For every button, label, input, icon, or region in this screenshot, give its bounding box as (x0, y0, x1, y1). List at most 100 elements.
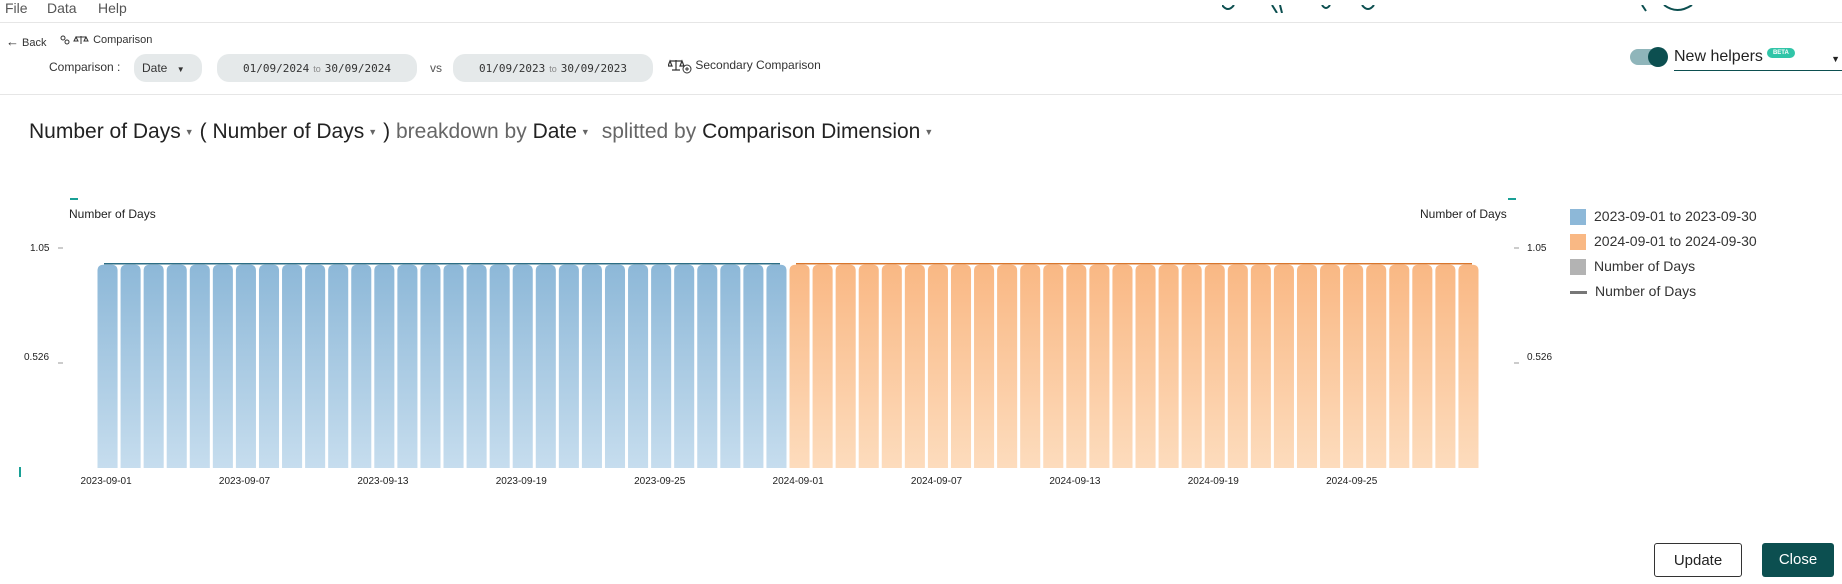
x-tick-label: 2024-09-19 (1187, 476, 1239, 487)
bar-series1-4[interactable] (166, 264, 187, 468)
bar-series2-20[interactable] (1227, 264, 1248, 468)
bar-series2-7[interactable] (927, 264, 948, 468)
bar-series1-5[interactable] (189, 264, 210, 468)
bar-series1-18[interactable] (489, 264, 510, 468)
bar-series1-9[interactable] (282, 264, 303, 468)
bar-series1-29[interactable] (743, 264, 764, 468)
scale-plus-icon (667, 59, 692, 74)
secondary-comparison-button[interactable]: Secondary Comparison (667, 58, 821, 74)
bar-series2-19[interactable] (1204, 264, 1225, 468)
bar-series2-9[interactable] (974, 264, 995, 468)
split-dimension-select[interactable]: Comparison Dimension (702, 120, 921, 143)
bar-series1-25[interactable] (651, 264, 672, 468)
bar-series1-3[interactable] (143, 264, 164, 468)
update-button[interactable]: Update (1654, 543, 1742, 577)
toggle-knob (1648, 47, 1668, 67)
bar-series2-4[interactable] (858, 264, 879, 468)
range1-start: 01/09/2024 (243, 62, 310, 75)
bar-series2-28[interactable] (1412, 264, 1433, 468)
comparison-dimension-value: Date (142, 61, 168, 75)
bar-series1-17[interactable] (466, 264, 487, 468)
bar-series2-14[interactable] (1089, 264, 1110, 468)
bar-series1-6[interactable] (212, 264, 233, 468)
left-axis-title: Number of Days (69, 207, 156, 221)
new-helpers-select[interactable]: New helpers BETA ▼ (1674, 48, 1842, 71)
bar-series1-7[interactable] (235, 264, 256, 468)
bar-series1-16[interactable] (443, 264, 464, 468)
bar-series1-8[interactable] (258, 264, 280, 468)
legend-item[interactable]: 2023-09-01 to 2023-09-30 (1570, 208, 1757, 226)
legend-item[interactable]: Number of Days (1570, 258, 1695, 276)
bar-series2-1[interactable] (789, 264, 810, 468)
bar-series2-16[interactable] (1135, 264, 1156, 468)
bar-series2-17[interactable] (1158, 264, 1179, 468)
bar-series2-25[interactable] (1343, 264, 1364, 468)
breakdown-dimension-select[interactable]: Date (532, 120, 577, 143)
bar-series1-22[interactable] (581, 264, 602, 468)
comparison-icon (60, 35, 89, 45)
bar-series2-13[interactable] (1066, 264, 1087, 468)
bar-series1-12[interactable] (351, 264, 372, 468)
bar-series1-24[interactable] (628, 264, 649, 468)
legend-label: Number of Days (1595, 283, 1697, 299)
info-icon (1361, 4, 1375, 10)
bar-series2-22[interactable] (1273, 264, 1294, 468)
bar-series2-15[interactable] (1112, 264, 1133, 468)
bar-series2-11[interactable] (1020, 264, 1041, 468)
bar-series1-10[interactable] (305, 264, 326, 468)
bar-series1-2[interactable] (120, 264, 141, 468)
back-button[interactable]: ← Back (6, 34, 46, 49)
bar-series1-19[interactable] (512, 264, 533, 468)
bar-series2-6[interactable] (904, 264, 925, 468)
bar-series2-5[interactable] (881, 264, 902, 468)
menu-help[interactable]: Help (98, 0, 127, 16)
comparison-dimension-select[interactable]: Date ▼ (134, 54, 202, 82)
new-helpers-toggle[interactable] (1630, 47, 1668, 67)
bar-series2-2[interactable] (812, 264, 833, 468)
bar-series2-10[interactable] (997, 264, 1018, 468)
date-range-primary[interactable]: 01/09/2024 to 30/09/2024 (217, 54, 417, 82)
chevron-icon (1321, 4, 1331, 9)
bar-series1-30[interactable] (766, 264, 787, 468)
bar-series1-13[interactable] (374, 264, 395, 468)
bar-series2-23[interactable] (1296, 264, 1318, 468)
menu-data[interactable]: Data (47, 0, 77, 16)
bar-series2-18[interactable] (1181, 264, 1202, 468)
bar-series1-14[interactable] (397, 264, 418, 468)
bar-series2-29[interactable] (1435, 264, 1456, 468)
bar-series1-27[interactable] (697, 264, 718, 468)
secondary-metric-select[interactable]: Number of Days (212, 120, 365, 143)
legend-swatch (1570, 290, 1587, 294)
bar-series1-21[interactable] (558, 264, 579, 468)
bar-series1-26[interactable] (674, 264, 695, 468)
bar-series2-26[interactable] (1366, 264, 1387, 468)
x-tick-label: 2023-09-19 (495, 476, 547, 487)
bar-series2-30[interactable] (1458, 264, 1479, 468)
close-button[interactable]: Close (1762, 543, 1834, 577)
bar-series1-20[interactable] (535, 264, 556, 468)
bar-series2-8[interactable] (950, 264, 972, 468)
metric-select[interactable]: Number of Days (29, 120, 181, 143)
bar-series1-28[interactable] (720, 264, 741, 468)
menu-file[interactable]: File (5, 0, 28, 16)
bar-series2-12[interactable] (1043, 264, 1064, 468)
avatar-icon (1663, 4, 1693, 11)
bar-series1-23[interactable] (604, 264, 626, 468)
range1-end: 30/09/2024 (324, 62, 391, 75)
bar-series1-11[interactable] (328, 264, 349, 468)
bar-series1-1[interactable] (97, 264, 118, 468)
refresh-icon (1221, 4, 1235, 10)
bar-series2-21[interactable] (1250, 264, 1271, 468)
bar-series2-24[interactable] (1320, 264, 1341, 468)
arrow-left-icon: ← (6, 34, 19, 49)
bar-series2-3[interactable] (835, 264, 856, 468)
legend-item[interactable]: Number of Days (1570, 283, 1696, 299)
bar-series1-15[interactable] (420, 264, 441, 468)
date-range-secondary[interactable]: 01/09/2023 to 30/09/2023 (453, 54, 653, 82)
vs-label: vs (430, 61, 442, 75)
beta-badge: BETA (1766, 48, 1795, 58)
legend-item[interactable]: 2024-09-01 to 2024-09-30 (1570, 233, 1757, 251)
x-tick-label: 2024-09-13 (1049, 476, 1101, 487)
bar-series2-27[interactable] (1389, 264, 1410, 468)
